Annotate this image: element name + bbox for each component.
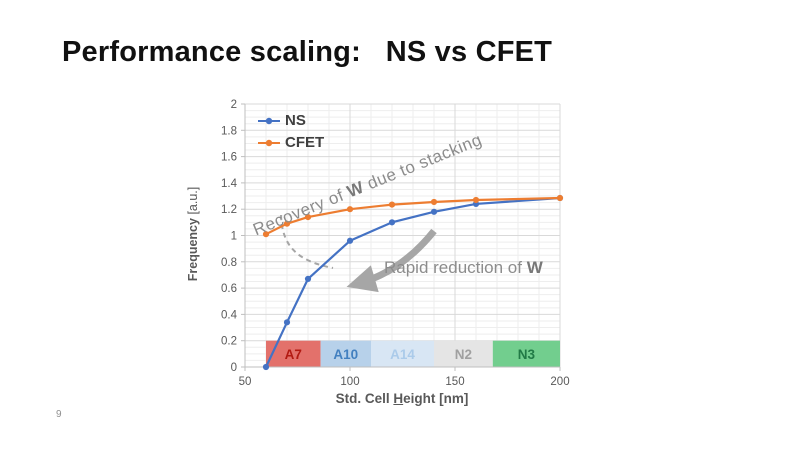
y-axis-title: Frequency [a.u.] (186, 186, 200, 282)
technology-node-bands: A7 A10 A14 N2 N3 (266, 340, 560, 367)
band-a14 (371, 340, 434, 367)
y-tick-label-0.2: 0.2 (221, 336, 237, 348)
ns-series-swatch-icon (258, 117, 280, 124)
y-tick-label-1.4: 1.4 (221, 178, 238, 190)
series-cfet-markers (262, 194, 564, 238)
legend-label-ns: NS (285, 112, 306, 129)
chart-legend: NS CFET (257, 112, 324, 151)
band-label-n2: N2 (455, 347, 472, 362)
band-label-a10: A10 (333, 347, 358, 362)
band-label-n3: N3 (518, 347, 536, 362)
band-n3 (492, 340, 560, 367)
x-tick-label-100: 100 (340, 376, 359, 388)
page-number: 9 (56, 409, 62, 420)
legend-item-cfet: CFET (257, 134, 324, 151)
y-tick-label-1.8: 1.8 (221, 125, 237, 137)
band-label-a7: A7 (285, 347, 302, 362)
x-tick-label-50: 50 (239, 376, 252, 388)
y-tick-label-0.4: 0.4 (221, 309, 238, 321)
y-tick-label-0: 0 (231, 362, 237, 374)
band-n2 (434, 340, 493, 367)
y-tick-label-0.8: 0.8 (221, 257, 237, 269)
y-tick-label-1.6: 1.6 (221, 152, 237, 164)
dashed-transition-curve (280, 214, 334, 269)
annotation-rapid-reduction-of-w: Rapid reduction of W (384, 258, 543, 277)
x-axis-title: Std. Cell Height [nm] (335, 391, 469, 406)
series-ns-line (265, 196, 561, 368)
legend-item-ns: NS (257, 112, 324, 129)
band-label-a14: A14 (390, 347, 415, 362)
cfet-series-swatch-icon (258, 139, 280, 146)
x-tick-label-200: 200 (550, 376, 569, 388)
y-tick-label-1.2: 1.2 (221, 204, 237, 216)
band-a10 (320, 340, 371, 367)
y-tick-label-0.6: 0.6 (221, 283, 237, 295)
legend-label-cfet: CFET (285, 134, 325, 151)
x-tick-label-150: 150 (445, 376, 464, 388)
tick-labels: 50 100 150 200 0 0.2 0.4 0.6 0.8 1 1.2 1.4 1.6 1.8 2 (221, 99, 570, 388)
y-tick-label-2: 2 (231, 99, 237, 111)
slide-title: Performance scaling: NS vs CFET (62, 36, 553, 68)
series-cfet-line (265, 196, 561, 236)
rapid-reduction-arrow-icon (346, 228, 437, 293)
axes (241, 103, 561, 371)
y-tick-label-1: 1 (231, 231, 237, 243)
